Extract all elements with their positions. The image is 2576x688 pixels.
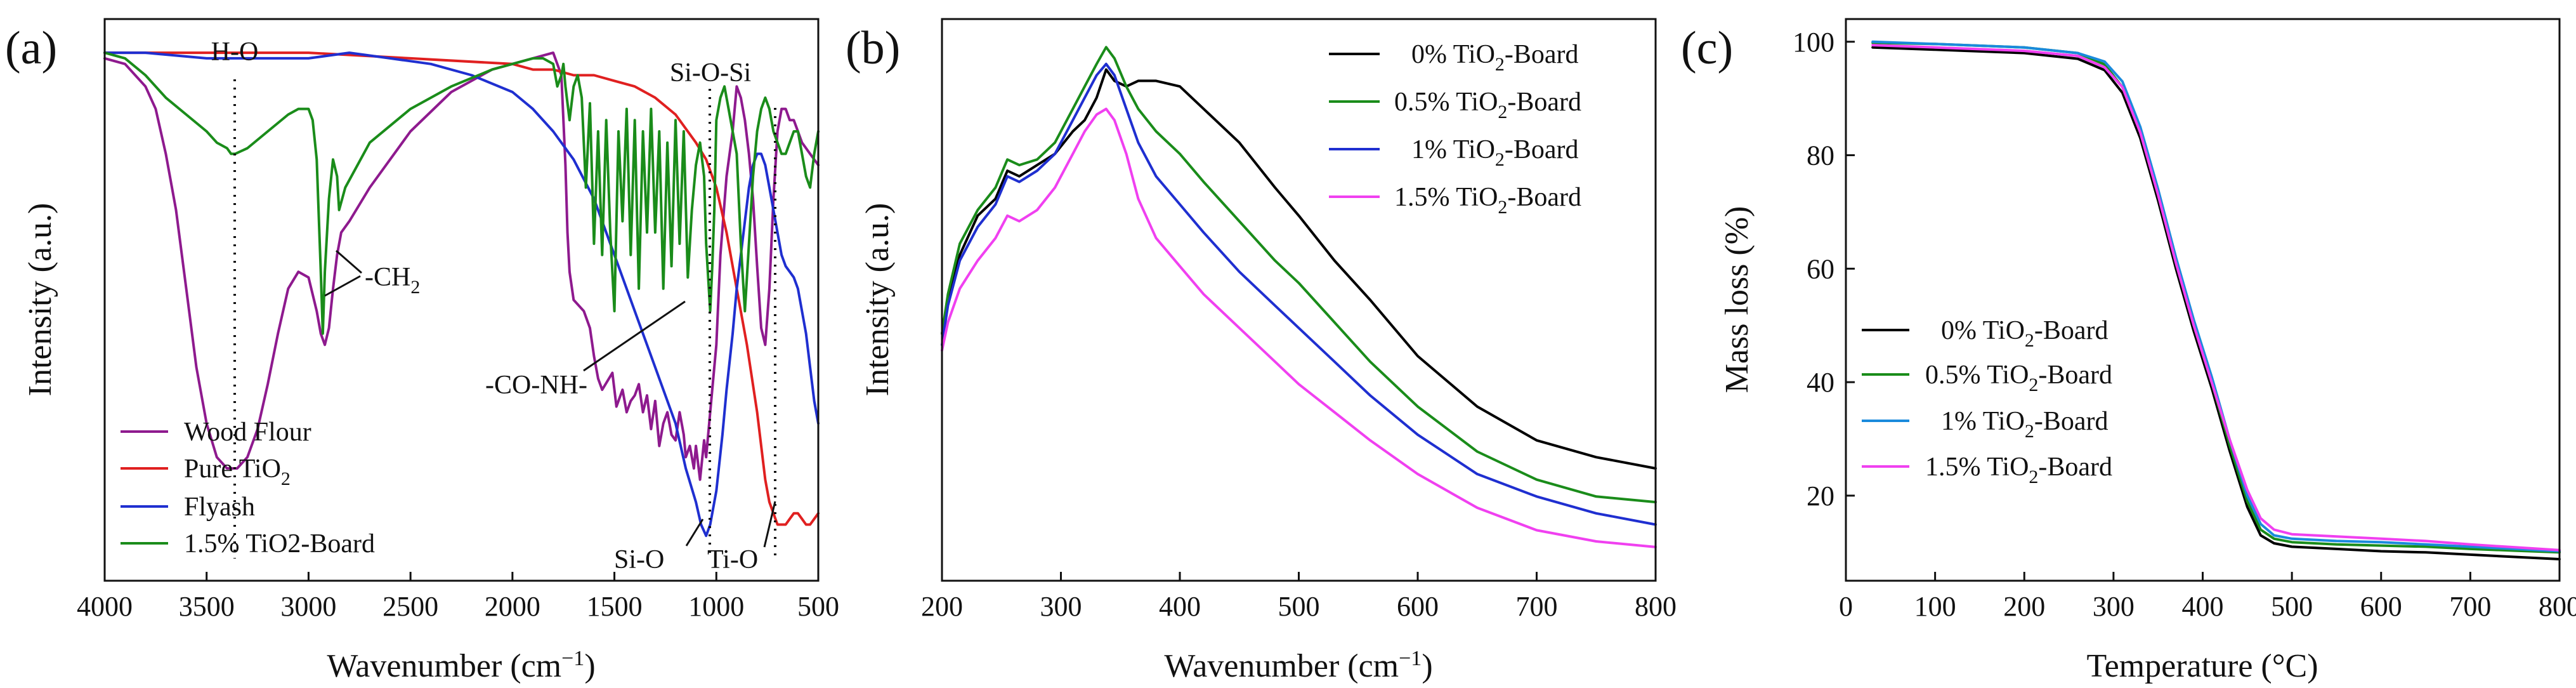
si-o-arrow-line (685, 519, 704, 546)
x-tick-label-a-4: 2000 (485, 591, 540, 622)
panel-b-plot (941, 46, 1657, 548)
x-tick-label-b-5: 700 (1516, 591, 1558, 622)
panel-b-legend: 0% TiO2-Board 0.5% TiO2-Board 1% TiO2-Bo… (1329, 40, 1581, 218)
panel-a-annotations: H-O Si-O-Si -CH2 -CO-NH- Si-O Ti-O (211, 37, 776, 574)
legend-a-label-3: 1.5% TiO2-Board (184, 529, 375, 559)
series-line-a-3 (103, 51, 820, 335)
x-tick-label-c-2: 200 (2003, 591, 2045, 622)
panel-c-frame (1845, 18, 2561, 582)
panel-c-legend: 0% TiO2-Board 0.5% TiO2-Board 1% TiO2-Bo… (1862, 316, 2112, 487)
x-tick-label-b-2: 400 (1159, 591, 1201, 622)
annotation-si-o: Si-O (614, 545, 664, 574)
legend-b-label-2: 1% TiO2-Board (1411, 135, 1579, 170)
panel-b-y-title: Intensity (a.u.) (860, 203, 896, 397)
series-line-b-1 (941, 46, 1657, 504)
panel-b: (b) 200 300 400 500 600 700 800 Wavenumber (cm… (846, 18, 1677, 684)
x-tick-label-c-4: 400 (2182, 591, 2224, 622)
panel-c-y-title: Mass loss (%) (1719, 206, 1755, 394)
x-tick-label-c-1: 100 (1914, 591, 1956, 622)
panel-a-x-title: Wavenumber (cm−1) (327, 647, 595, 684)
x-tick-label-c-8: 800 (2539, 591, 2576, 622)
x-tick-label-b-0: 200 (921, 591, 963, 622)
annotation-ch2: -CH2 (365, 263, 420, 298)
legend-a-label-2: Flyash (184, 493, 255, 522)
series-line-c-3 (1871, 44, 2561, 552)
panel-b-x-ticks: 200 300 400 500 600 700 800 (921, 572, 1677, 622)
panel-a-frame (103, 18, 820, 582)
series-line-b-2 (941, 62, 1657, 526)
x-tick-label-a-7: 500 (797, 591, 839, 622)
x-tick-label-c-3: 300 (2093, 591, 2135, 622)
legend-b-label-3: 1.5% TiO2-Board (1394, 183, 1581, 218)
panel-b-letter: (b) (846, 22, 900, 74)
panel-a-x-ticks: 4000 3500 3000 2500 2000 1500 1000 500 (77, 572, 839, 622)
ch2-arrow-line-2 (336, 249, 362, 274)
panel-a-letter: (a) (5, 22, 57, 74)
panel-c-y-ticks: 20 40 60 80 100 (1793, 27, 1855, 512)
x-tick-label-c-0: 0 (1839, 591, 1853, 622)
y-tick-label-c-0: 20 (1807, 480, 1834, 512)
x-tick-label-b-6: 800 (1635, 591, 1677, 622)
series-line-c-0 (1871, 46, 2561, 560)
legend-c-label-1: 0.5% TiO2-Board (1925, 361, 2112, 395)
x-tick-label-b-1: 300 (1040, 591, 1082, 622)
x-tick-label-c-7: 700 (2449, 591, 2491, 622)
y-tick-label-c-2: 60 (1807, 253, 1834, 284)
x-tick-label-c-6: 600 (2360, 591, 2402, 622)
legend-c-label-2: 1% TiO2-Board (1941, 407, 2109, 442)
panel-a: (a) 4000 3500 3000 2500 2000 1500 1000 500 Wave… (5, 18, 839, 684)
x-tick-label-a-1: 3500 (179, 591, 235, 622)
x-tick-label-a-6: 1000 (688, 591, 744, 622)
x-tick-label-b-4: 600 (1397, 591, 1439, 622)
x-tick-label-a-2: 3000 (280, 591, 336, 622)
legend-b-label-1: 0.5% TiO2-Board (1394, 88, 1581, 122)
panel-c-letter: (c) (1681, 22, 1733, 74)
series-line-b-3 (941, 107, 1657, 548)
panel-c-plot (1871, 40, 2561, 560)
series-line-a-2 (103, 51, 820, 538)
annotation-co-nh: -CO-NH- (485, 371, 587, 400)
y-tick-label-c-4: 100 (1793, 27, 1834, 58)
legend-b-label-0: 0% TiO2-Board (1411, 40, 1579, 75)
x-tick-label-c-5: 500 (2271, 591, 2313, 622)
annotation-h-o: H-O (211, 37, 259, 67)
x-tick-label-a-0: 4000 (77, 591, 133, 622)
panel-c-x-title: Temperature (°C) (2086, 648, 2318, 684)
annotation-si-o-si: Si-O-Si (670, 58, 751, 88)
legend-a-label-1: Pure TiO2 (184, 454, 291, 489)
y-tick-label-c-3: 80 (1807, 140, 1834, 171)
panel-c: (c) 0 100 200 300 400 500 600 700 800 20 40 60 80 10… (1681, 18, 2576, 684)
ch2-arrow-line (324, 275, 361, 297)
co-nh-arrow-line (583, 300, 686, 372)
panel-a-y-title: Intensity (a.u.) (22, 203, 58, 397)
panel-c-x-ticks: 0 100 200 300 400 500 600 700 800 (1839, 572, 2576, 622)
y-tick-label-c-1: 40 (1807, 367, 1834, 398)
legend-a-label-0: Wood Flour (184, 418, 311, 447)
series-line-a-0 (103, 51, 820, 481)
x-tick-label-b-3: 500 (1278, 591, 1320, 622)
series-line-b-0 (941, 68, 1657, 470)
legend-c-label-3: 1.5% TiO2-Board (1925, 453, 2112, 487)
legend-c-label-0: 0% TiO2-Board (1941, 316, 2109, 351)
x-tick-label-a-5: 1500 (587, 591, 643, 622)
x-tick-label-a-3: 2500 (382, 591, 438, 622)
ti-o-arrow-line (763, 501, 776, 548)
annotation-ti-o: Ti-O (707, 545, 758, 574)
panel-a-legend: Wood Flour Pure TiO2 Flyash 1.5% TiO2-Bo… (121, 418, 375, 559)
panel-a-plot (103, 51, 820, 538)
panel-b-x-title: Wavenumber (cm−1) (1164, 647, 1432, 684)
